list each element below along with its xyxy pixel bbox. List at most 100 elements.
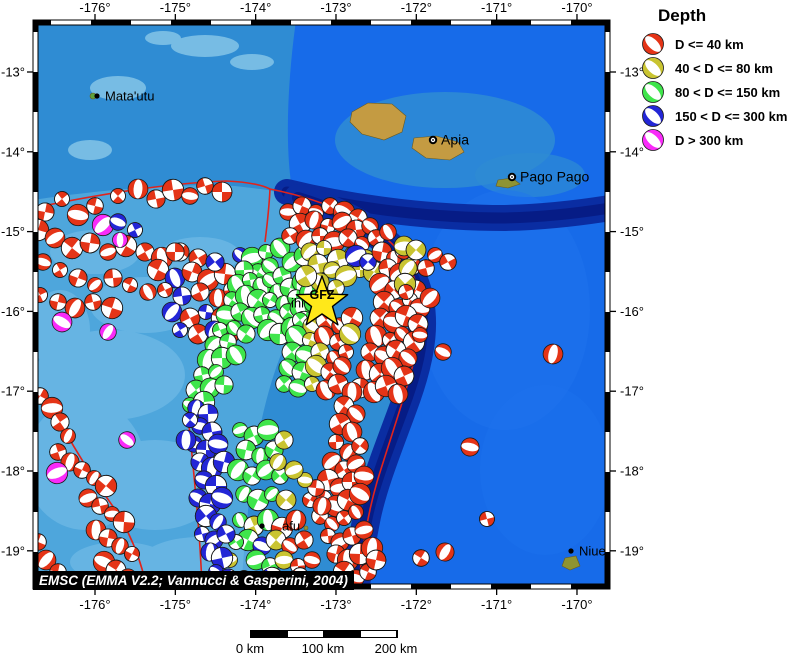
focal-mechanism <box>232 422 248 438</box>
legend-item: 80 < D <= 150 km <box>640 80 799 104</box>
epicenter-star-group: GFZ <box>295 275 349 326</box>
legend-item-label: D <= 40 km <box>675 36 744 52</box>
place-label-fragments: afu ihi <box>259 296 304 534</box>
focal-mechanism <box>60 428 76 444</box>
lon-label-top: -172° <box>401 0 432 15</box>
focal-mechanism <box>64 297 86 319</box>
focal-mechanism <box>112 232 128 248</box>
focal-mechanism <box>175 429 197 451</box>
focal-mechanism <box>164 267 186 289</box>
focal-mechanism <box>87 277 103 293</box>
place-label: afu <box>282 519 300 534</box>
place-label: ihi <box>291 296 304 311</box>
scale-segment <box>359 631 397 637</box>
focal-mechanism <box>165 242 185 262</box>
lon-label-bottom: -171° <box>481 597 512 612</box>
lon-label-top: -170° <box>561 0 592 15</box>
depth-legend: Depth D <= 40 km 40 < D <= 80 km 80 < D <=… <box>640 6 799 152</box>
focal-mechanism <box>434 343 452 361</box>
legend-item: 40 < D <= 80 km <box>640 56 799 80</box>
focal-mechanism <box>190 282 210 302</box>
scale-label-200: 200 km <box>374 641 418 654</box>
lat-label-right: -18° <box>620 464 644 479</box>
axis-labels: -176° -176° -175° -175° -174° -174° -173° -173°… <box>1 0 644 612</box>
lon-label-top: -176° <box>79 0 110 15</box>
focal-mechanism <box>274 550 294 570</box>
focal-mechanism <box>139 283 157 301</box>
focal-mechanism <box>84 293 102 311</box>
focal-mechanism <box>297 472 313 488</box>
lat-label-right: -17° <box>620 384 644 399</box>
legend-item: D > 300 km <box>640 128 799 152</box>
focal-mechanism <box>91 213 115 237</box>
lon-label-top: -175° <box>160 0 191 15</box>
place-afu: afu <box>259 519 300 534</box>
legend-item-label: D > 300 km <box>675 132 744 148</box>
focal-mechanism <box>338 322 362 346</box>
place-label: Niue <box>579 544 606 559</box>
lon-label-bottom: -173° <box>320 597 351 612</box>
lon-label-bottom: -176° <box>79 597 110 612</box>
islet <box>303 525 309 531</box>
focal-mechanism <box>118 431 136 449</box>
legend-item: D <= 40 km <box>640 32 799 56</box>
focal-mechanism <box>294 264 318 288</box>
place-dot-marker <box>568 548 574 554</box>
islands <box>89 92 581 571</box>
focal-mechanism <box>274 430 294 450</box>
focal-mechanism <box>348 482 372 506</box>
focal-mechanism <box>417 259 435 277</box>
focal-mechanism <box>124 546 140 562</box>
focal-mechanism <box>38 202 55 222</box>
focal-mechanism <box>181 187 199 205</box>
focal-mechanism <box>393 365 415 387</box>
focal-mechanism <box>275 375 293 393</box>
focal-mechanism <box>412 327 428 343</box>
scale-segment <box>286 631 324 637</box>
focal-mechanism <box>642 129 664 151</box>
focal-mechanism <box>236 324 256 344</box>
focal-mechanism <box>405 239 427 261</box>
island-upolu <box>411 135 465 161</box>
focal-mechanism <box>210 486 234 510</box>
focal-mechanism <box>313 325 335 347</box>
focal-mechanism <box>642 33 664 55</box>
place-labels: Mata'utu Apia Pago Pago Niue <box>94 89 605 559</box>
focal-mechanism <box>54 191 70 207</box>
focal-mechanism <box>271 467 289 485</box>
legend-beachball-icon <box>642 81 664 103</box>
focal-mechanism <box>285 509 307 531</box>
focal-mechanisms <box>38 177 564 584</box>
lat-label-left: -13° <box>1 65 25 80</box>
lon-label-bottom: -172° <box>401 597 432 612</box>
place-label: Mata'utu <box>105 89 154 104</box>
place-dot-marker <box>94 93 100 99</box>
lat-label-left: -16° <box>1 304 25 319</box>
lat-label-left: -15° <box>1 224 25 239</box>
focal-mechanism <box>284 324 308 348</box>
lat-label-left: -17° <box>1 384 25 399</box>
focal-mechanism <box>157 282 173 298</box>
scale-segment <box>251 631 287 637</box>
lat-label-left: -18° <box>1 464 25 479</box>
place-label: Pago Pago <box>520 169 589 185</box>
scale-bar-segments <box>250 630 398 638</box>
scale-label-0: 0 km <box>235 641 265 654</box>
lat-label-right: -13° <box>620 65 644 80</box>
focal-mechanism <box>38 533 47 551</box>
place-label: Apia <box>441 132 469 148</box>
focal-mechanism <box>214 375 234 395</box>
focal-mechanism <box>292 196 312 216</box>
legend-beachball-icon <box>642 33 664 55</box>
focal-mechanism <box>264 486 280 502</box>
focal-mechanism <box>275 489 297 511</box>
focal-mechanism <box>435 542 455 562</box>
legend-title: Depth <box>658 6 707 25</box>
focal-mechanism <box>312 496 332 516</box>
focal-mechanism <box>338 344 354 360</box>
focal-mechanism <box>66 203 90 227</box>
focal-mechanism <box>279 203 297 221</box>
legend-item: 150 < D <= 300 km <box>640 104 799 128</box>
island-niue <box>561 555 581 571</box>
focal-mechanism <box>208 364 224 380</box>
